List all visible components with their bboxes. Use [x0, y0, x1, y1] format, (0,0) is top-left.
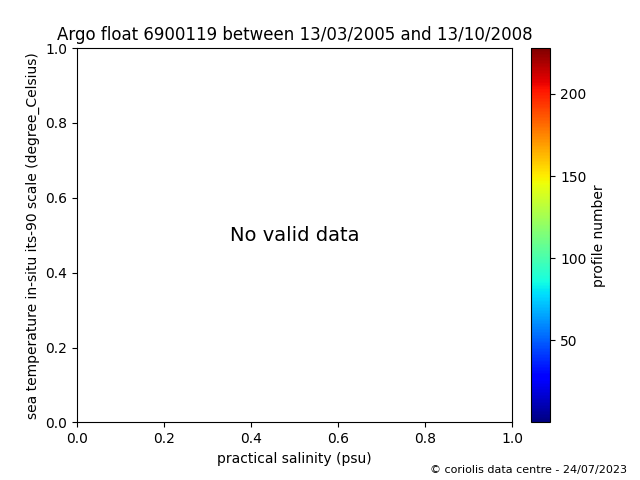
Y-axis label: profile number: profile number — [592, 184, 606, 287]
Y-axis label: sea temperature in-situ its-90 scale (degree_Celsius): sea temperature in-situ its-90 scale (de… — [26, 52, 40, 419]
Text: © coriolis data centre - 24/07/2023: © coriolis data centre - 24/07/2023 — [430, 465, 627, 475]
X-axis label: practical salinity (psu): practical salinity (psu) — [217, 452, 372, 466]
Text: No valid data: No valid data — [230, 226, 359, 245]
Title: Argo float 6900119 between 13/03/2005 and 13/10/2008: Argo float 6900119 between 13/03/2005 an… — [56, 25, 532, 44]
